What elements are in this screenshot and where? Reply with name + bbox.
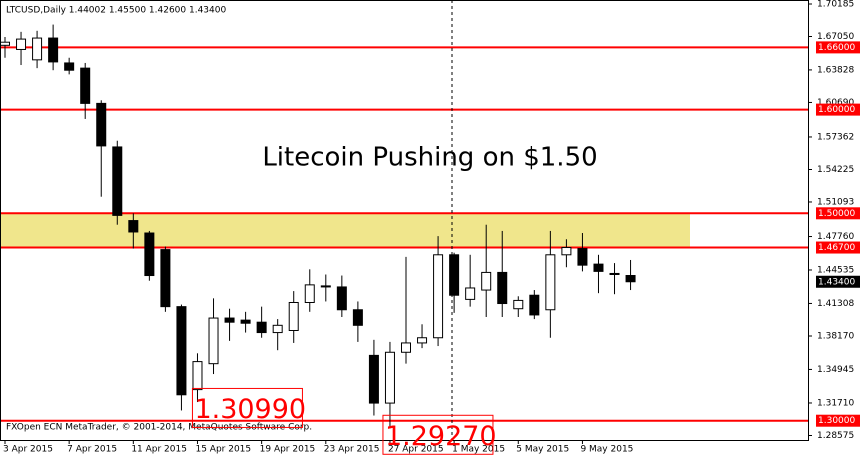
candle-body — [497, 271, 508, 305]
candle-body — [401, 342, 411, 353]
candle-body — [625, 275, 636, 283]
plot-area — [0, 24, 808, 429]
low-label: 1.30990 — [194, 394, 306, 425]
y-tick-label: 1.44535 — [817, 265, 854, 275]
candle-body — [352, 309, 363, 326]
candle-body — [545, 254, 556, 311]
candle-body — [449, 254, 460, 296]
y-tick-label: 1.51093 — [817, 197, 854, 207]
candle-body — [224, 317, 235, 323]
candle-body — [32, 37, 43, 61]
y-tick-label: 1.41308 — [817, 299, 854, 309]
x-tick-label: 3 Apr 2015 — [3, 445, 53, 455]
candle-body — [112, 146, 123, 216]
candle-body — [481, 271, 492, 291]
level-tag — [816, 241, 860, 254]
level-label: 1.66000 — [818, 43, 855, 53]
candle-body — [176, 306, 187, 396]
y-tick-label: 1.67050 — [817, 32, 854, 42]
x-tick-label: 19 Apr 2015 — [260, 445, 316, 455]
candle-body — [433, 254, 444, 339]
candle-body — [384, 351, 395, 404]
zone — [0, 213, 690, 248]
candle-body — [256, 321, 267, 334]
candle-body — [288, 301, 299, 331]
x-tick-label: 1 May 2015 — [452, 445, 505, 455]
x-tick-label: 9 May 2015 — [580, 445, 633, 455]
candle-body — [208, 317, 219, 365]
chart-title: LTCUSD,Daily 1.44002 1.45500 1.42600 1.4… — [6, 6, 226, 16]
candle-body — [192, 361, 203, 391]
y-tick-label: 1.63828 — [817, 65, 854, 75]
footer: FXOpen ECN MetaTrader, © 2001-2014, Meta… — [6, 423, 312, 433]
candle-body — [320, 285, 331, 288]
candle-body — [128, 220, 139, 233]
candle-body — [577, 248, 588, 266]
candle-body — [336, 286, 347, 311]
candle-body — [240, 319, 251, 324]
x-tick-label: 23 Apr 2015 — [324, 445, 380, 455]
candle-body — [465, 287, 476, 300]
y-tick-label: 1.38170 — [817, 331, 854, 341]
level-label: 1.30000 — [818, 416, 855, 426]
candle-body — [304, 284, 315, 303]
y-tick-label: 1.70185 — [817, 0, 854, 9]
y-tick-label: 1.31710 — [817, 398, 854, 408]
level-tag — [816, 414, 860, 427]
last-price-label: 1.43400 — [818, 277, 855, 287]
candle-body — [593, 263, 604, 272]
y-tick-label: 1.60690 — [817, 98, 854, 108]
y-tick-label: 1.57362 — [817, 132, 854, 142]
candle-body — [64, 62, 75, 71]
level-label: 1.50000 — [818, 209, 855, 219]
candle-body — [609, 272, 620, 275]
low-label: 1.29270 — [385, 421, 497, 452]
y-tick-label: 1.54225 — [817, 165, 854, 175]
x-tick-label: 5 May 2015 — [516, 445, 569, 455]
level-label: 1.60000 — [818, 105, 855, 115]
level-tag — [816, 41, 860, 54]
candle-body — [417, 337, 428, 344]
level-label: 1.46700 — [818, 243, 855, 253]
y-tick-label: 1.34945 — [817, 365, 854, 375]
last-price-tag — [816, 275, 860, 288]
x-tick-label: 15 Apr 2015 — [195, 445, 251, 455]
candle-body — [561, 247, 572, 256]
low-box — [382, 414, 494, 455]
plot-border — [0, 0, 809, 441]
candle-body — [513, 299, 524, 310]
candle-body — [48, 37, 59, 63]
candle-body — [80, 67, 91, 104]
candle-body — [368, 354, 379, 404]
candle-body — [0, 41, 10, 46]
low-box — [191, 387, 303, 428]
candle-body — [16, 38, 27, 50]
annotation: Litecoin Pushing on $1.50 — [262, 143, 597, 173]
x-tick-label: 11 Apr 2015 — [131, 445, 187, 455]
x-tick-label: 7 Apr 2015 — [67, 445, 117, 455]
candle-body — [529, 294, 540, 316]
candle-body — [272, 324, 283, 334]
y-tick-label: 1.47760 — [817, 232, 854, 242]
candle-body — [160, 249, 171, 308]
y-tick-label: 1.28575 — [817, 431, 854, 441]
level-tag — [816, 207, 860, 220]
candle-body — [96, 102, 107, 147]
x-tick-label: 27 Apr 2015 — [388, 445, 444, 455]
candle-body — [144, 232, 155, 277]
level-tag — [816, 103, 860, 116]
